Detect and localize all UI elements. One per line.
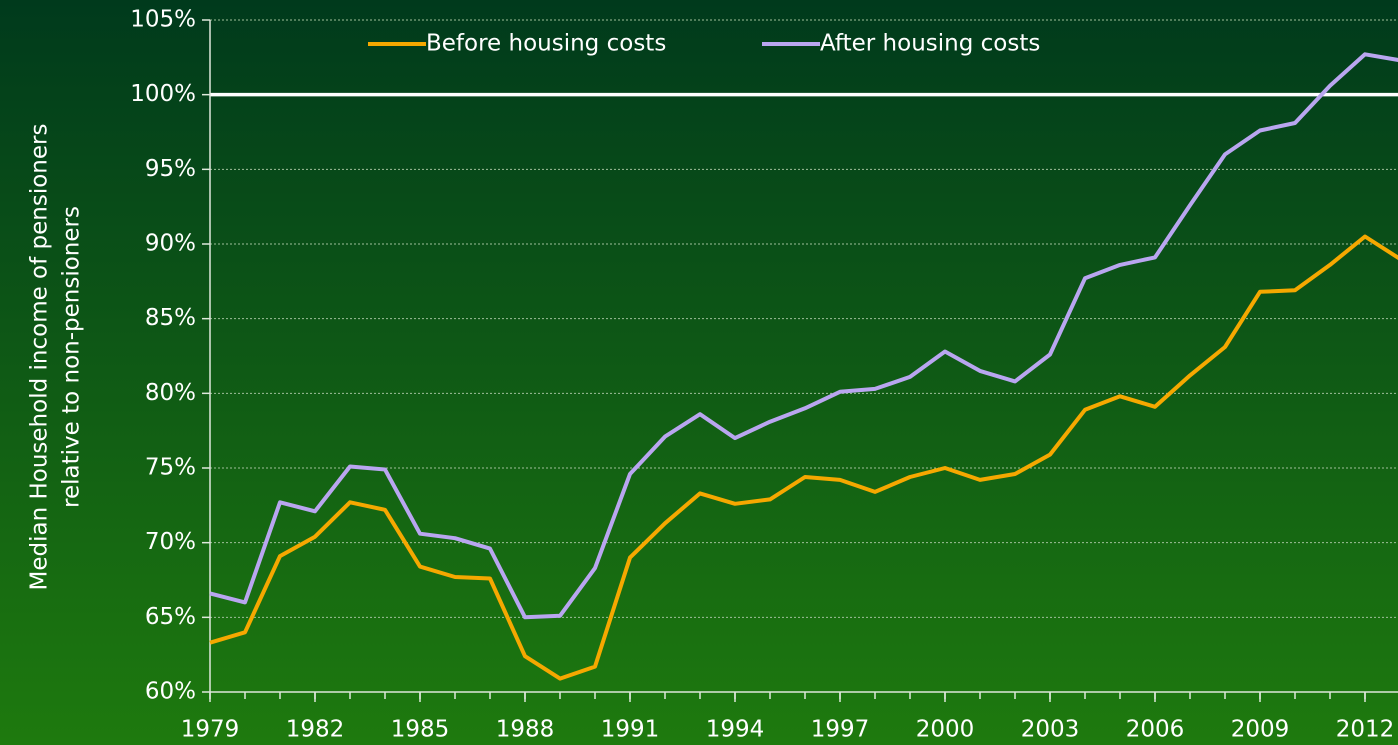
y-axis-title: Median Household income of pensioners [27, 124, 53, 591]
y-tick-label: 65% [145, 604, 196, 630]
legend-label: Before housing costs [426, 31, 666, 57]
x-tick-label: 1985 [391, 717, 450, 743]
y-axis-title: relative to non-pensioners [59, 206, 85, 508]
y-tick-label: 75% [145, 455, 196, 481]
x-tick-label: 1982 [286, 717, 345, 743]
x-tick-label: 2000 [916, 717, 975, 743]
x-tick-label: 2006 [1126, 717, 1185, 743]
legend-label: After housing costs [820, 31, 1040, 57]
x-tick-label: 1997 [811, 717, 870, 743]
y-tick-label: 95% [145, 156, 196, 182]
y-tick-label: 105% [130, 7, 196, 33]
x-tick-label: 1988 [496, 717, 555, 743]
y-tick-label: 85% [145, 305, 196, 331]
y-tick-label: 70% [145, 529, 196, 555]
x-tick-label: 2009 [1231, 717, 1290, 743]
y-tick-label: 60% [145, 679, 196, 705]
x-tick-label: 1994 [706, 717, 765, 743]
x-tick-label: 1979 [181, 717, 240, 743]
series-line [209, 234, 1398, 681]
x-tick-label: 1991 [601, 717, 660, 743]
series-line [209, 52, 1398, 620]
y-tick-label: 90% [145, 231, 196, 257]
x-tick-label: 2012 [1336, 717, 1395, 743]
x-tick-label: 2003 [1021, 717, 1080, 743]
y-tick-label: 100% [130, 81, 196, 107]
y-tick-label: 80% [145, 380, 196, 406]
